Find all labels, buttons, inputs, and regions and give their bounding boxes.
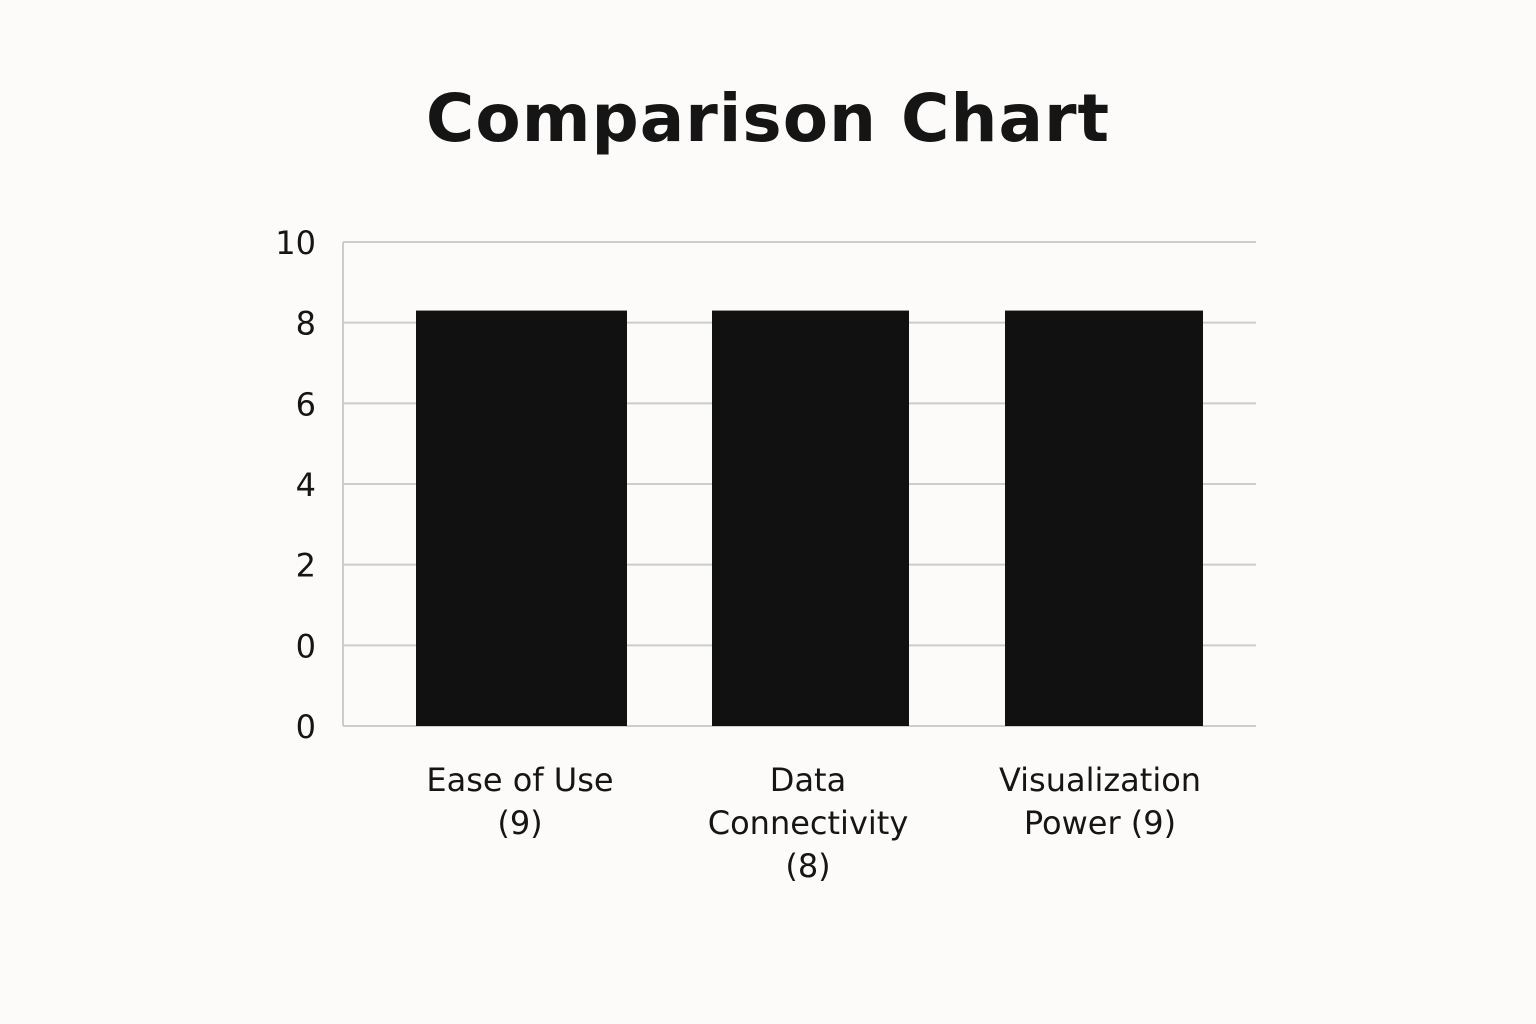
chart-title: Comparison Chart — [425, 80, 1111, 157]
y-tick-label: 10 — [275, 224, 316, 262]
x-category-label: Ease of Use (9) — [426, 761, 614, 842]
y-tick-label: 8 — [296, 305, 316, 343]
y-tick-label: 2 — [296, 547, 316, 585]
x-category-label: Data Connectivity (8) — [707, 761, 909, 885]
bar — [712, 310, 909, 726]
y-tick-label: 6 — [296, 385, 316, 423]
y-tick-label: 0 — [296, 627, 316, 665]
x-category-label: Visualization Power (9) — [998, 761, 1202, 842]
y-tick-label: 0 — [296, 708, 316, 746]
bar — [1005, 310, 1203, 726]
y-tick-label: 4 — [296, 466, 316, 504]
bar — [416, 310, 627, 726]
